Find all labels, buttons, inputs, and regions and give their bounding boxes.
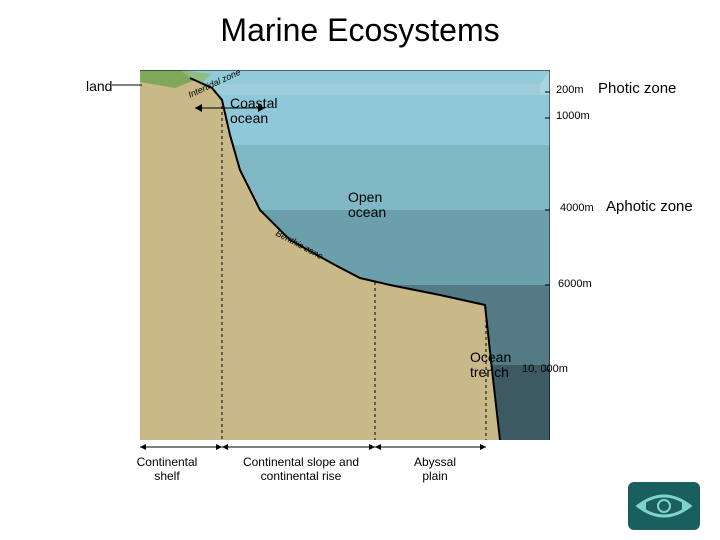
depth-10000: 10, 000m <box>522 363 568 375</box>
land-label: land <box>86 78 112 94</box>
depth-6000: 6000m <box>558 278 592 290</box>
navigation-eye-icon[interactable] <box>628 482 700 530</box>
continental-shelf-label: Continental shelf <box>122 456 212 484</box>
marine-ecosystem-diagram: Intertidal zone Benthic zone <box>140 70 550 440</box>
page-title: Marine Ecosystems <box>0 12 720 49</box>
diagram-svg: Intertidal zone Benthic zone <box>140 70 550 440</box>
continental-slope-rise-label: Continental slope and continental rise <box>226 456 376 484</box>
abyssal-plain-label: Abyssal plain <box>400 456 470 484</box>
land-leader <box>112 84 142 86</box>
bottom-section-arrows <box>140 440 550 454</box>
depth-1000: 1000m <box>556 110 590 122</box>
aphotic-zone-label: Aphotic zone <box>606 198 693 215</box>
coastal-ocean-label: Coastal ocean <box>230 96 277 127</box>
depth-200: 200m <box>556 84 584 96</box>
ocean-trench-label: Ocean trench <box>470 350 511 381</box>
photic-zone-label: Photic zone <box>598 80 676 97</box>
open-ocean-label: Open ocean <box>348 190 386 221</box>
depth-4000: 4000m <box>560 202 594 214</box>
